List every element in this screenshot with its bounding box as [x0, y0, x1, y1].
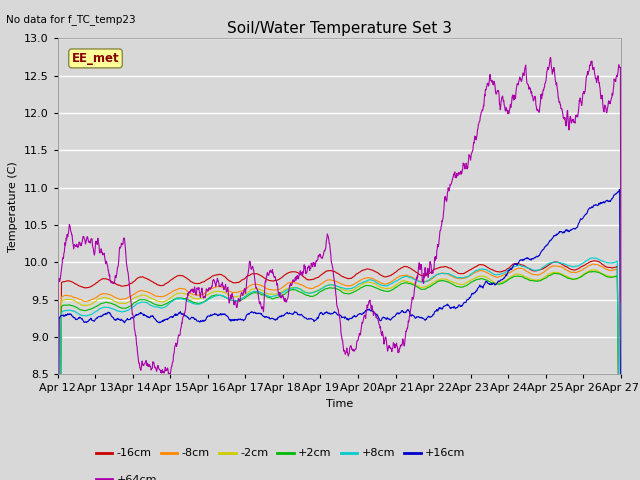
Line: -16cm: -16cm: [58, 261, 621, 480]
+2cm: [550, 271, 557, 276]
-16cm: [590, 258, 598, 264]
-16cm: [550, 259, 557, 265]
+2cm: [500, 279, 508, 285]
+64cm: [427, 261, 435, 267]
+64cm: [617, 300, 625, 305]
+8cm: [550, 259, 557, 265]
Y-axis label: Temperature (C): Temperature (C): [8, 161, 19, 252]
Text: No data for f_TC_temp23: No data for f_TC_temp23: [6, 14, 136, 25]
+16cm: [165, 315, 173, 321]
+2cm: [165, 299, 173, 305]
Legend: +64cm: +64cm: [92, 471, 162, 480]
Title: Soil/Water Temperature Set 3: Soil/Water Temperature Set 3: [227, 21, 452, 36]
Line: +2cm: +2cm: [58, 272, 621, 480]
-2cm: [500, 278, 508, 284]
-8cm: [550, 263, 557, 269]
+2cm: [179, 296, 187, 301]
+16cm: [550, 233, 557, 239]
Line: -2cm: -2cm: [58, 270, 621, 480]
-2cm: [165, 296, 173, 301]
-2cm: [550, 269, 557, 275]
-2cm: [179, 291, 187, 297]
-8cm: [427, 277, 435, 283]
-16cm: [179, 273, 187, 279]
Text: EE_met: EE_met: [72, 52, 119, 65]
Line: -8cm: -8cm: [58, 264, 621, 480]
+16cm: [427, 314, 435, 320]
-2cm: [242, 291, 250, 297]
-16cm: [165, 278, 173, 284]
+64cm: [165, 371, 173, 376]
-16cm: [427, 269, 435, 275]
+8cm: [179, 296, 187, 302]
+64cm: [179, 314, 187, 320]
Line: +8cm: +8cm: [58, 258, 621, 480]
+8cm: [427, 276, 435, 281]
Line: +16cm: +16cm: [58, 190, 621, 480]
+64cm: [500, 102, 508, 108]
+2cm: [427, 283, 435, 289]
+2cm: [588, 269, 596, 275]
X-axis label: Time: Time: [326, 399, 353, 409]
-8cm: [179, 286, 187, 292]
-2cm: [427, 281, 435, 287]
+64cm: [242, 287, 250, 292]
-8cm: [242, 286, 250, 291]
+8cm: [242, 293, 250, 299]
+16cm: [179, 311, 187, 317]
+16cm: [242, 314, 250, 320]
-16cm: [242, 275, 250, 280]
+16cm: [500, 276, 508, 281]
-16cm: [500, 268, 508, 274]
+2cm: [242, 294, 250, 300]
-2cm: [590, 267, 598, 273]
-8cm: [500, 272, 508, 278]
+16cm: [616, 187, 623, 192]
+8cm: [588, 255, 596, 261]
+64cm: [550, 67, 558, 72]
Line: +64cm: +64cm: [58, 58, 621, 480]
-8cm: [589, 261, 597, 267]
+8cm: [500, 270, 508, 276]
+64cm: [547, 55, 554, 60]
-8cm: [165, 290, 173, 296]
+8cm: [165, 301, 173, 307]
